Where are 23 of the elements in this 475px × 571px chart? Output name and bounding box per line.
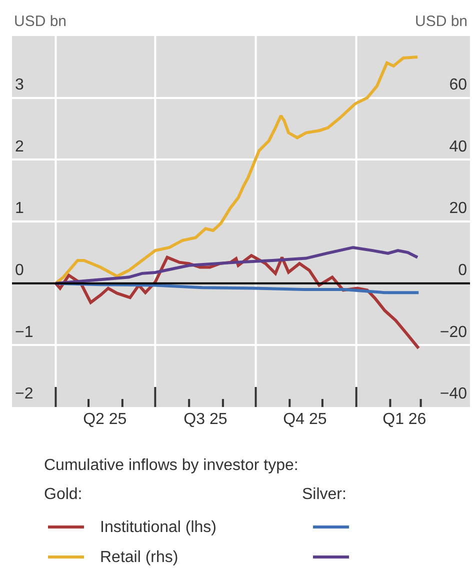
y2-tick-label: −40 xyxy=(440,386,468,403)
x-tick-label: Q1 26 xyxy=(382,411,426,428)
y2-tick-label: −20 xyxy=(440,324,468,341)
y-axis-title: USD bn xyxy=(14,13,67,30)
y-tick-label: −1 xyxy=(15,324,34,341)
legend-label: Institutional (lhs) xyxy=(100,519,216,536)
y2-tick-label: 60 xyxy=(449,76,468,94)
y2-tick-label: 0 xyxy=(458,262,468,279)
text: Silver: xyxy=(302,486,346,503)
y-tick-label: 1 xyxy=(15,200,24,218)
y2-axis-title: USD bn xyxy=(415,13,468,30)
y-tick-label: 2 xyxy=(15,138,24,156)
y-tick-label: −2 xyxy=(15,386,34,403)
y2-tick-label: 40 xyxy=(449,138,468,156)
y2-tick-label: 20 xyxy=(449,200,468,218)
legend-label: Retail (rhs) xyxy=(100,549,178,566)
x-tick-label: Q3 25 xyxy=(184,411,228,428)
legend-title: Cumulative inflows by investor type: xyxy=(44,457,298,474)
text: Gold: xyxy=(44,486,82,503)
y-tick-label: 0 xyxy=(15,262,24,279)
y-tick-label: 3 xyxy=(15,76,24,94)
x-tick-label: Q4 25 xyxy=(283,411,327,428)
x-tick-label: Q2 25 xyxy=(83,411,127,428)
